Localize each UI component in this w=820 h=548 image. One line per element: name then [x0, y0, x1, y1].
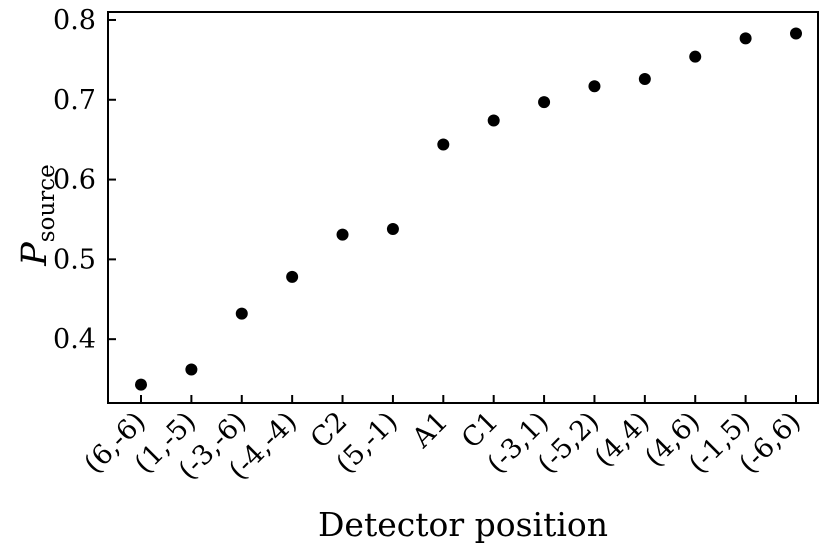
y-tick-label: 0.8	[53, 5, 96, 36]
data-point	[286, 270, 299, 283]
y-tick-label: 0.6	[53, 165, 96, 196]
x-tick-label: A1	[406, 406, 455, 455]
data-point	[739, 32, 752, 45]
axes	[107, 11, 819, 404]
data-point	[588, 80, 601, 93]
data-points	[135, 27, 802, 391]
y-tick-label: 0.5	[53, 244, 96, 275]
plot-frame	[107, 11, 819, 404]
y-tick-label: 0.4	[53, 324, 96, 355]
data-point	[638, 73, 651, 86]
y-tick-label: 0.7	[53, 85, 96, 116]
data-point	[135, 378, 147, 391]
y-axis-label: Psource	[15, 164, 60, 267]
x-ticks: (6,-6)(1,-5)(-3,-6)(-4,-4) C2(5,-1) A1 C1(-…	[78, 395, 807, 486]
data-point	[386, 223, 399, 236]
data-point	[235, 307, 248, 320]
data-point	[487, 114, 500, 127]
y-axis-label-subscript: source	[34, 164, 60, 242]
data-point	[336, 228, 349, 241]
y-ticks: 0.4 0.5 0.6 0.7 0.8	[53, 5, 116, 355]
x-tick-label: (4,4)	[589, 406, 656, 473]
data-point	[538, 96, 551, 109]
data-point	[689, 50, 702, 63]
data-point	[790, 27, 802, 40]
data-point	[185, 363, 198, 376]
x-axis-label: Detector position	[318, 505, 608, 544]
data-point	[437, 138, 450, 151]
y-axis-label-symbol: P	[15, 241, 55, 267]
